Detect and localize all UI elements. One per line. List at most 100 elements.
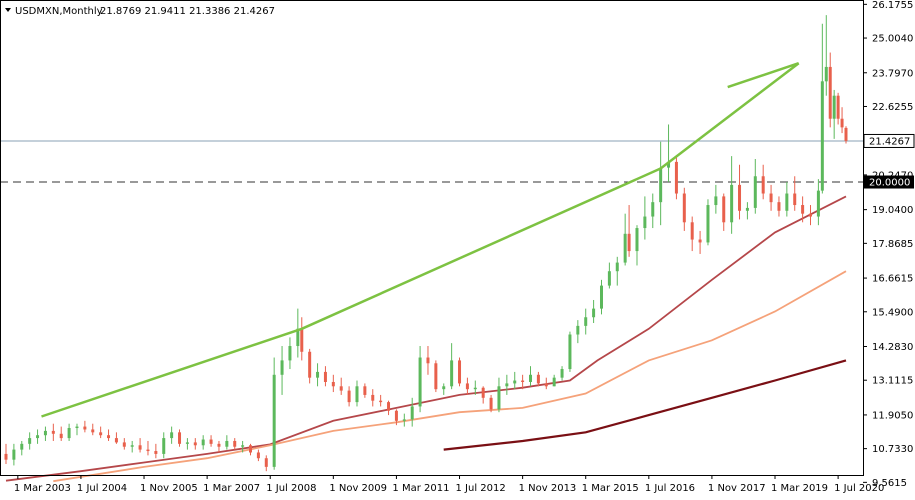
candle-body	[371, 394, 375, 401]
candle-body	[809, 213, 813, 217]
x-tick-label: 1 Jul 2008	[266, 483, 316, 494]
candle-body	[615, 262, 619, 272]
candle-body	[316, 371, 320, 378]
x-tick-label: 1 Jul 2016	[645, 483, 695, 494]
candle-body	[722, 196, 726, 223]
current-price-tag	[863, 133, 915, 148]
candle-body	[363, 386, 367, 395]
candle-body	[185, 442, 189, 444]
triangle-down-icon[interactable]	[5, 8, 11, 12]
candle-body	[738, 184, 742, 211]
candle-body	[667, 161, 671, 168]
candle-body	[832, 95, 836, 119]
candle-body	[418, 357, 422, 407]
candle-body	[83, 426, 87, 430]
trendline[interactable]	[41, 62, 800, 418]
x-tick-label: 1 Mar 2007	[203, 483, 260, 494]
candle-body	[836, 95, 840, 119]
x-tick-label: 1 Nov 2017	[708, 483, 766, 494]
candle-body	[521, 380, 525, 382]
candle-body	[51, 430, 55, 434]
candle-body	[529, 374, 533, 382]
candle-body	[576, 325, 580, 335]
candle-body	[91, 429, 95, 433]
time-axis[interactable]: 1 Mar 2003 1 Jul 2004 1 Nov 2005 1 Mar 2007…	[14, 475, 885, 494]
candle-body	[43, 430, 47, 436]
candle-body	[730, 184, 734, 223]
candle-body	[828, 66, 832, 119]
candle-body	[785, 193, 789, 211]
price-tags: 21.4267 20.0000	[863, 133, 915, 189]
candle-body	[635, 228, 639, 252]
candle-body	[623, 233, 627, 263]
candle-body	[568, 334, 572, 370]
candle-body	[67, 428, 71, 439]
candle-body	[769, 193, 773, 203]
candle-body	[592, 308, 596, 318]
candle-body	[627, 233, 631, 252]
candle-body	[481, 387, 485, 398]
candle-body	[801, 205, 805, 214]
candle-body	[217, 443, 221, 447]
candle-body	[249, 445, 253, 453]
candle-body	[584, 317, 588, 326]
candle-body	[170, 432, 174, 439]
candle-body	[690, 222, 694, 240]
candle-body	[12, 449, 16, 460]
trendline-segment[interactable]	[727, 62, 800, 89]
candle-body	[643, 216, 647, 229]
candle-body	[28, 438, 32, 444]
candle-body	[107, 435, 111, 439]
candle-body	[339, 386, 343, 391]
candle-body	[682, 193, 686, 223]
candle-body	[777, 202, 781, 211]
x-tick-label: 1 Mar 2011	[392, 483, 449, 494]
candle-body	[225, 440, 229, 447]
moving-average-line	[443, 359, 847, 451]
candle-body	[355, 386, 359, 403]
candle-body	[599, 285, 603, 309]
candle-body	[241, 445, 245, 447]
candle-body	[130, 445, 134, 447]
x-tick-label: 1 Mar 2003	[14, 483, 71, 494]
candle-body	[426, 357, 430, 364]
chart-header: USDMXN,Monthly 21.8769 21.9411 21.3386 2…	[5, 6, 275, 17]
candle-body	[513, 380, 517, 384]
candle-body	[473, 387, 477, 390]
y-tick-label: 15.4900	[872, 307, 913, 318]
candle-body	[256, 452, 260, 459]
current-price-tag-text: 21.4267	[869, 136, 910, 147]
x-tick-label: 1 Jul 2012	[456, 483, 506, 494]
candle-body	[288, 346, 292, 361]
candle-body	[99, 432, 103, 436]
candle-body	[536, 374, 540, 384]
candle-body	[264, 458, 268, 467]
candle-body	[59, 433, 63, 439]
moving-averages	[5, 195, 847, 483]
candle-body	[162, 438, 166, 454]
trendline-path[interactable]	[41, 62, 800, 418]
candle-body	[816, 190, 820, 217]
y-tick-label: 11.9050	[872, 410, 913, 421]
candle-body	[146, 449, 150, 452]
candle-body	[745, 207, 749, 211]
y-tick-label: 13.1115	[872, 376, 913, 387]
y-tick-label: 16.6615	[872, 274, 913, 285]
candle-body	[465, 383, 469, 390]
candle-body	[824, 66, 828, 82]
candle-body	[209, 439, 213, 444]
candle-body	[154, 451, 158, 454]
x-tick-label: 1 Jul 2020	[834, 483, 884, 494]
level-price-tag	[864, 175, 914, 189]
y-tick-label: 26.1755	[872, 0, 913, 11]
candle-body	[505, 383, 509, 387]
candle-body	[544, 383, 548, 387]
candle-body	[138, 445, 142, 450]
x-tick-label: 1 Mar 2019	[771, 483, 828, 494]
candle-body	[698, 239, 702, 243]
candle-body	[114, 438, 118, 443]
moving-average-line	[53, 270, 847, 483]
